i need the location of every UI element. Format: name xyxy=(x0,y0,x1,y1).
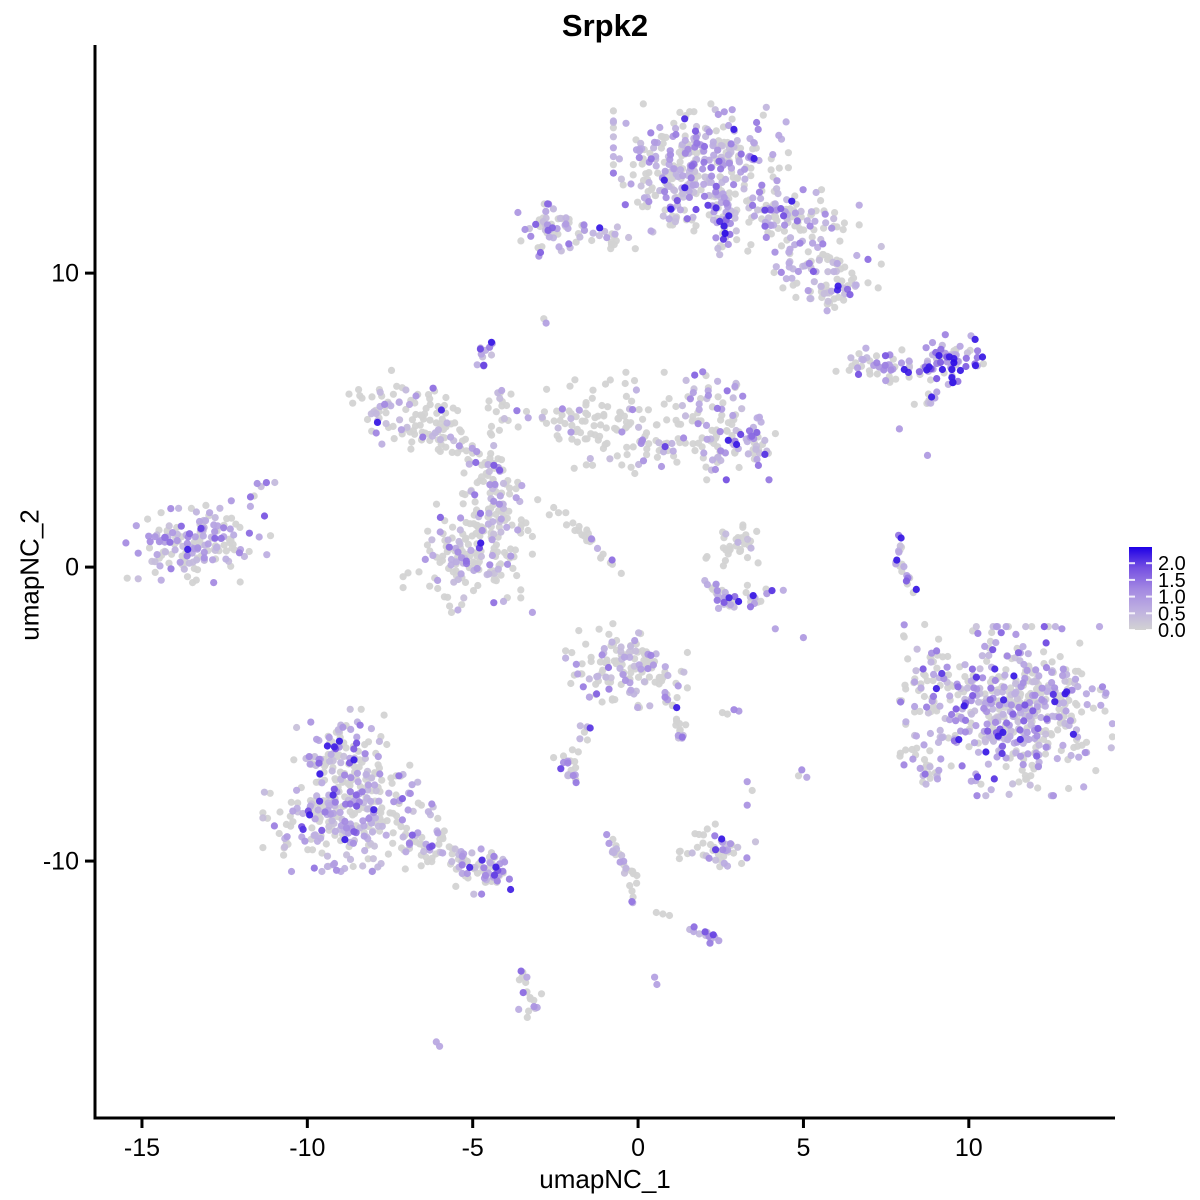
x-axis-label: umapNC_1 xyxy=(539,1164,671,1194)
x-tick-label: -5 xyxy=(462,1134,484,1162)
legend-gradient-bar xyxy=(1129,547,1152,630)
plot-title: Srpk2 xyxy=(561,8,649,43)
x-tick-label: 10 xyxy=(955,1134,983,1162)
cell-points xyxy=(122,100,1115,1050)
x-tick-label: -10 xyxy=(289,1134,325,1162)
legend-tick-label: 2.0 xyxy=(1158,553,1186,575)
legend-tick-label: 0.0 xyxy=(1158,620,1186,642)
axes: -15 -10 -5 0 5 10 10 0 -10 xyxy=(43,45,1115,1162)
x-tick-label: -15 xyxy=(124,1134,160,1162)
x-tick-label: 5 xyxy=(796,1134,810,1162)
legend-tick-label: 1.0 xyxy=(1158,587,1186,609)
legend-tick-label: 0.5 xyxy=(1158,603,1186,625)
expression-legend: 2.01.51.00.50.0 xyxy=(1129,547,1186,642)
y-tick-label: 0 xyxy=(65,554,79,582)
x-tick-label: 0 xyxy=(631,1134,645,1162)
y-tick-label: -10 xyxy=(43,848,79,876)
legend-tick-label: 1.5 xyxy=(1158,570,1186,592)
y-tick-label: 10 xyxy=(51,260,79,288)
